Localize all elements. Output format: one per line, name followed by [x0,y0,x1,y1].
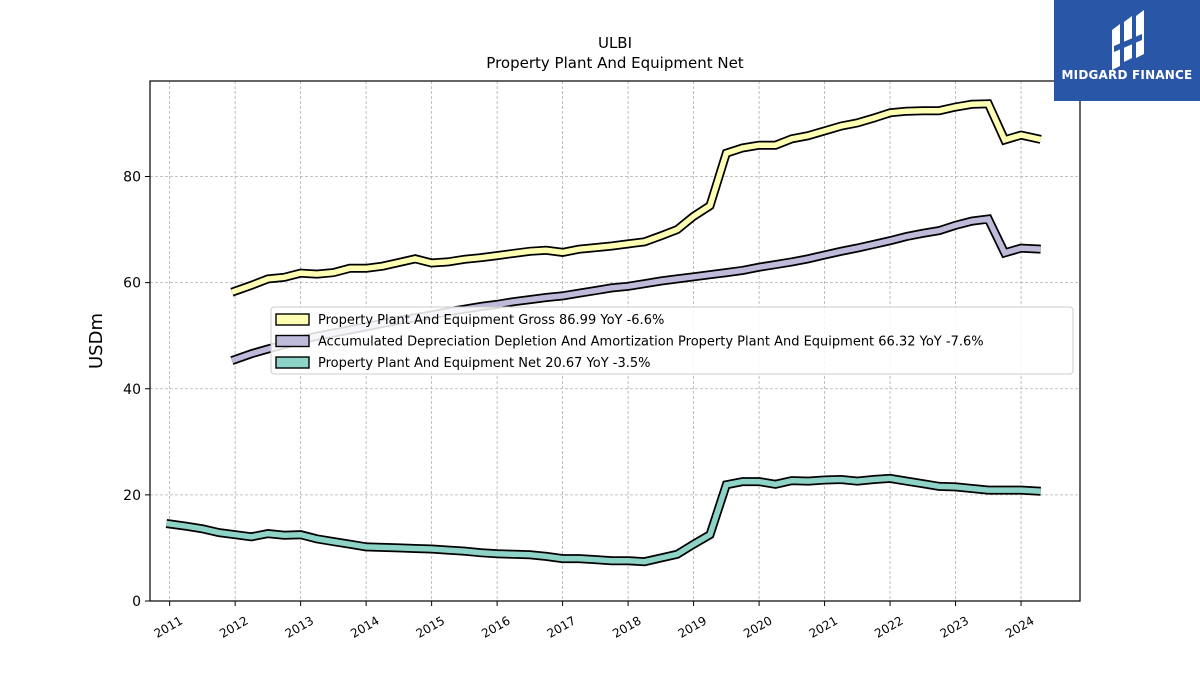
x-tick-label: 2013 [283,613,316,640]
x-tick-label: 2021 [807,613,840,640]
x-tick-label: 2015 [414,613,447,640]
y-tick-label: 20 [123,488,141,504]
series-line-1 [230,100,1042,295]
chart-title: ULBI [598,34,632,52]
x-tick-label: 2022 [872,613,905,640]
x-tick-label: 2016 [479,613,512,640]
x-tick-label: 2024 [1003,613,1036,640]
y-tick-label: 60 [123,276,141,292]
series-outline-3 [165,473,1041,567]
series-outline-1 [230,99,1042,297]
x-axis: 2011 2012 2013 2014 2015 2016 2017 2018 2019 2020… [152,601,1037,641]
y-axis: 0 20 40 60 80 [123,170,150,610]
legend: Property Plant And Equipment Gross 86.99… [270,306,1074,375]
x-tick-label: 2012 [217,613,250,640]
legend-box [270,306,1074,375]
x-tick-label: 2011 [152,613,185,640]
legend-label-2: Accumulated Depreciation Depletion And A… [318,335,984,350]
y-tick-label: 0 [132,594,141,610]
y-axis-label: USDm [86,313,107,369]
x-tick-label: 2020 [741,613,774,640]
x-tick-label: 2019 [676,613,709,640]
logo-mark-icon [1112,10,1144,70]
series-line-3 [166,475,1041,565]
logo-text: MIDGARD FINANCE [1061,68,1193,82]
legend-swatch-2 [275,334,310,348]
x-tick-label: 2018 [610,613,643,640]
legend-swatch-1 [275,313,310,326]
x-tick-label: 2023 [938,613,971,640]
midgard-finance-logo: MIDGARD FINANCE [1054,0,1200,101]
x-tick-label: 2014 [348,613,381,640]
x-tick-label: 2017 [545,613,578,640]
legend-label-3: Property Plant And Equipment Net 20.67 Y… [318,356,651,371]
plot-frame [149,80,1081,602]
y-tick-label: 80 [123,170,141,186]
legend-swatch-3 [275,356,310,369]
chart-subtitle: Property Plant And Equipment Net [486,54,743,72]
legend-label-1: Property Plant And Equipment Gross 86.99… [318,313,664,328]
y-tick-label: 40 [123,382,141,398]
